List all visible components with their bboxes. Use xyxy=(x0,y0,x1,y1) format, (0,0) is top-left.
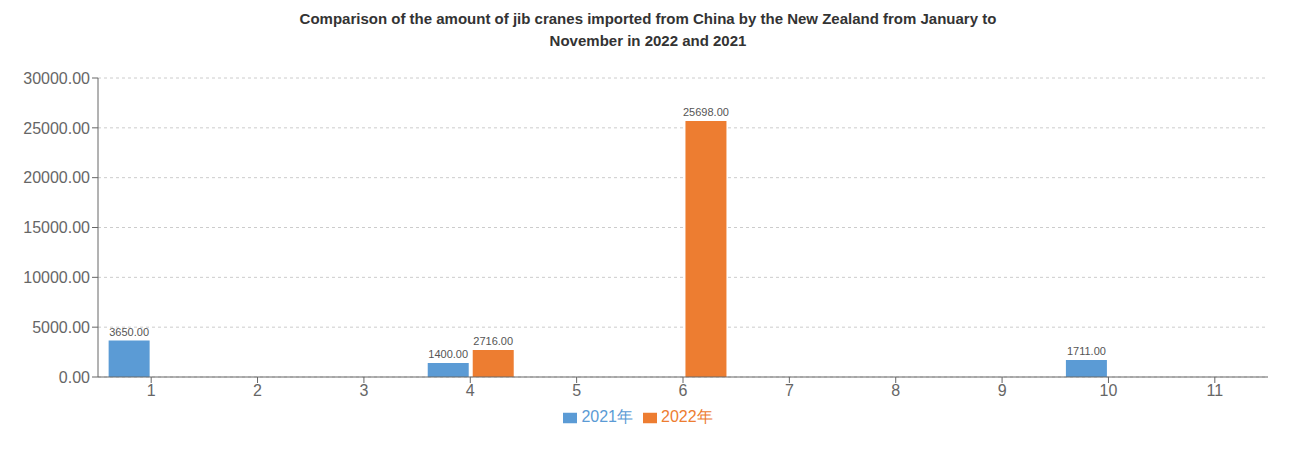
svg-text:3: 3 xyxy=(359,382,368,399)
svg-text:8: 8 xyxy=(891,382,900,399)
svg-text:10000.00: 10000.00 xyxy=(23,269,90,286)
svg-text:5000.00: 5000.00 xyxy=(32,319,90,336)
svg-text:2716.00: 2716.00 xyxy=(473,335,513,347)
svg-text:1400.00: 1400.00 xyxy=(428,348,468,360)
svg-text:2: 2 xyxy=(253,382,262,399)
svg-text:11: 11 xyxy=(1207,382,1224,399)
svg-text:20000.00: 20000.00 xyxy=(23,169,90,186)
svg-text:7: 7 xyxy=(785,382,794,399)
html-text:November in 2022 and 2021: November in 2022 and 2021 xyxy=(549,32,747,49)
html-text:2021年: 2021年 xyxy=(581,408,633,425)
svg-text:25000.00: 25000.00 xyxy=(23,120,90,137)
svg-text:5: 5 xyxy=(572,382,581,399)
svg-text:4: 4 xyxy=(466,382,475,399)
svg-text:9: 9 xyxy=(998,382,1007,399)
svg-text:3650.00: 3650.00 xyxy=(109,326,149,338)
html-text:2022年: 2022年 xyxy=(661,408,713,425)
svg-text:15000.00: 15000.00 xyxy=(23,219,90,236)
svg-text:25698.00: 25698.00 xyxy=(683,106,729,118)
svg-text:0.00: 0.00 xyxy=(59,369,90,386)
svg-text:10: 10 xyxy=(1100,382,1118,399)
html-text:Comparison of the amount of ji: Comparison of the amount of jib cranes i… xyxy=(299,10,997,27)
svg-text:1711.00: 1711.00 xyxy=(1067,345,1106,357)
svg-text:6: 6 xyxy=(679,382,688,399)
svg-text:1: 1 xyxy=(147,382,156,399)
svg-text:30000.00: 30000.00 xyxy=(23,70,90,87)
